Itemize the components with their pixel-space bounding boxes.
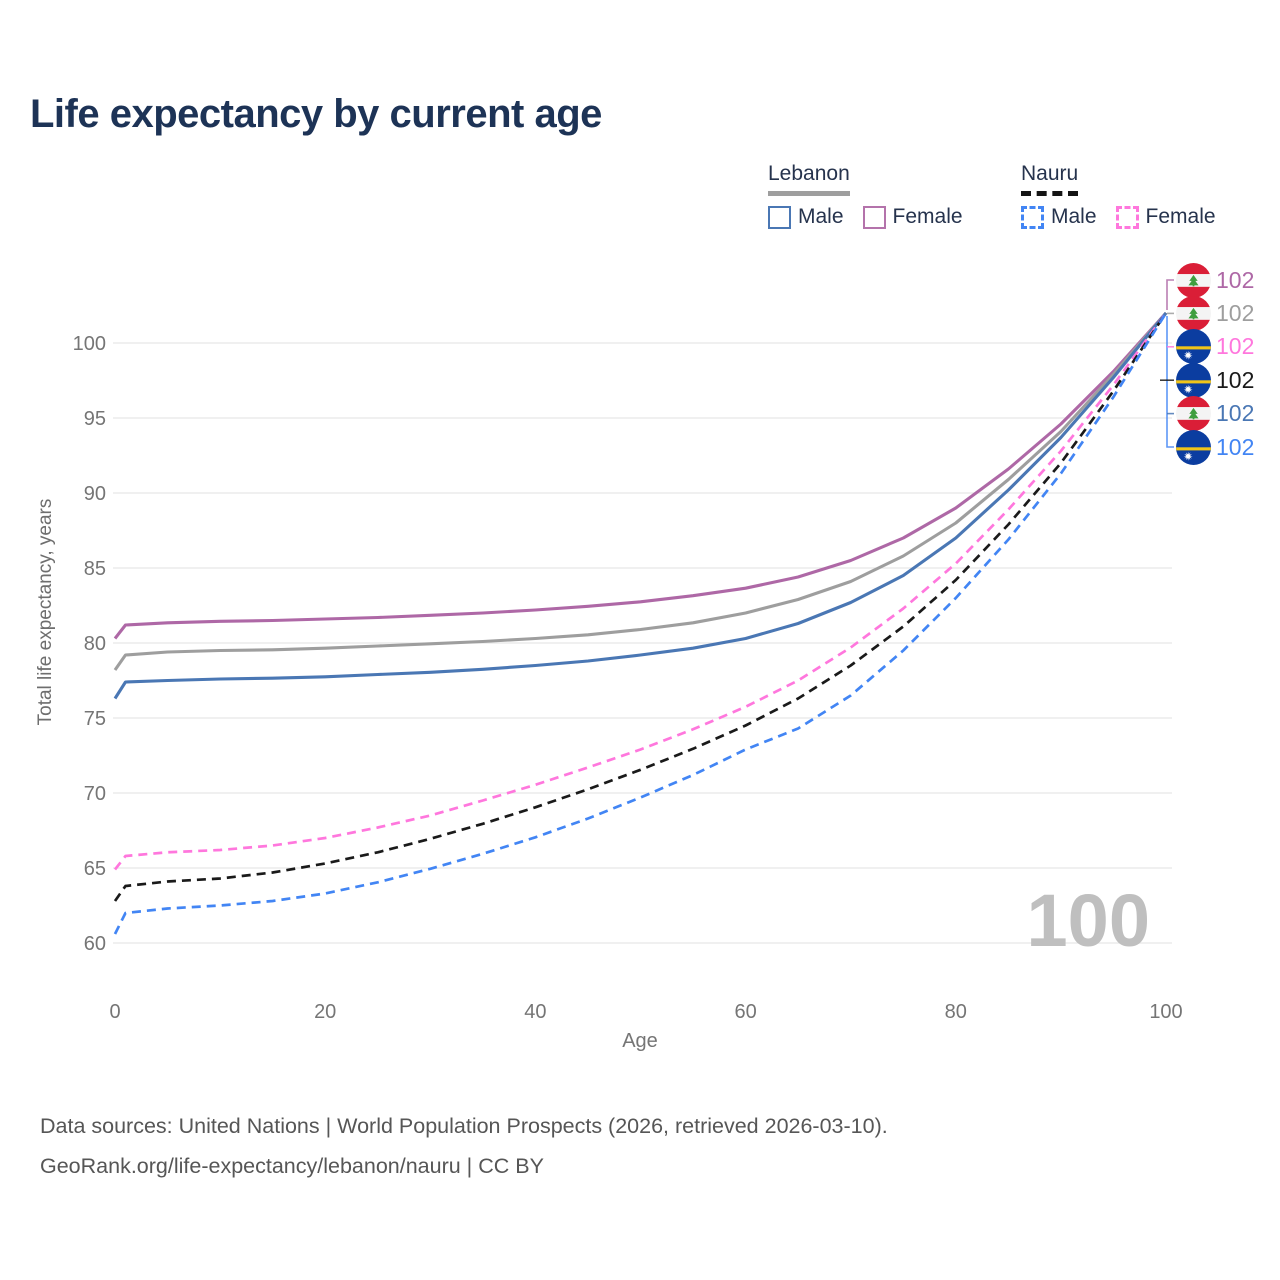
end-label-row-nauru-female: 102 [1176,329,1255,365]
legend-label-nauru-female[interactable]: Female [1145,205,1216,228]
y-tick-label-100: 100 [73,333,106,355]
x-tick-label-40: 40 [524,1001,546,1023]
g [1176,262,1211,298]
rect [1176,262,1211,274]
nauru-star [1183,384,1193,394]
page-title: Life expectancy by current age [30,92,602,136]
x-tick-label-60: 60 [734,1001,756,1023]
end-label-value: 102 [1216,299,1255,326]
x-tick-label-100: 100 [1149,1001,1182,1023]
cedar-tree [1188,307,1199,319]
end-label-value: 102 [1216,366,1255,393]
legend-item-lebanon-male[interactable]: Male [768,205,844,229]
end-label-row-lebanon-male: 102 [1176,396,1255,432]
x-axis-title: Age [622,1030,658,1052]
legend-label-nauru-male[interactable]: Male [1051,205,1097,228]
flag-icon-lebanon [1176,396,1211,432]
end-label-value: 102 [1216,266,1255,293]
g [1176,362,1211,398]
end-label-connector-2 [1166,316,1174,448]
flag-icon-nauru [1176,329,1211,365]
cedar-tree [1188,274,1199,285]
rect [1192,417,1195,420]
end-label-row-nauru-both-sexes: 102 [1176,362,1255,398]
x-tick-label-80: 80 [945,1001,967,1023]
legend-swatch-lebanon-female[interactable] [862,205,886,229]
legend-item-lebanon-female[interactable]: Female [862,205,963,229]
rect [1176,379,1211,384]
legend-swatch-nauru-male[interactable] [1021,205,1044,229]
legend-country-lebanon[interactable]: Lebanon [768,162,850,196]
end-label-value: 102 [1216,400,1255,427]
end-label-value: 102 [1216,333,1255,360]
legend-item-nauru-male[interactable]: Male [1021,205,1097,229]
rect [1176,286,1211,298]
y-tick-label-65: 65 [84,858,106,880]
curve-lebanon-female [113,311,1168,640]
attribution-line: GeoRank.org/life-expectancy/lebanon/naur… [40,1154,544,1178]
curve-lebanon-male [113,312,1168,700]
flag-icon-lebanon [1176,295,1211,331]
y-tick-label-70: 70 [84,783,106,805]
rect [1192,317,1195,320]
data-sources-line: Data sources: United Nations | World Pop… [40,1114,888,1138]
g [1176,396,1211,432]
curve-nauru-both [113,312,1168,902]
curve-lebanon-both [113,311,1168,671]
y-tick-label-80: 80 [84,633,106,655]
g [1176,329,1211,365]
curve-nauru-male [113,312,1168,935]
rect [1176,295,1211,308]
end-label-row-lebanon-both-sexes: 102 [1176,295,1255,331]
y-tick-label-75: 75 [84,708,106,730]
y-tick-label-60: 60 [84,933,106,955]
nauru-star [1183,451,1193,461]
rect [1176,319,1211,331]
legend-row-nauru: Male Female [1021,205,1216,229]
end-label-connector-0 [1166,279,1174,310]
x-tick-label-20: 20 [314,1001,336,1023]
rect [1176,346,1211,350]
y-tick-label-95: 95 [84,408,106,430]
g [1176,295,1211,331]
y-tick-label-90: 90 [84,483,106,505]
end-label-row-lebanon-female: 102 [1176,262,1255,298]
data-sources-footer: Data sources: United Nations | World Pop… [40,1106,888,1186]
legend-swatch-nauru-female[interactable] [1115,205,1139,229]
legend-swatch-lebanon-male[interactable] [768,205,791,229]
legend-group-lebanon: Lebanon Male Female [768,162,963,229]
curve-nauru-female [113,312,1168,871]
legend-label-lebanon-female[interactable]: Female [892,205,963,228]
flag-icon-lebanon [1176,262,1211,298]
nauru-star [1183,351,1193,361]
legend-country-nauru[interactable]: Nauru [1021,162,1079,196]
rect [1192,283,1195,286]
legend-label-lebanon-male[interactable]: Male [798,205,844,228]
rect [1176,419,1211,432]
y-tick-label-85: 85 [84,558,106,580]
flag-icon-nauru [1176,362,1211,398]
legend-row-lebanon: Male Female [768,205,963,229]
g [1176,429,1211,465]
legend-group-nauru: Nauru Male Female [1021,162,1216,229]
legend-item-nauru-female[interactable]: Female [1115,205,1216,229]
end-label-value: 102 [1216,433,1255,460]
x-tick-label-0: 0 [109,1001,120,1023]
rect [1176,396,1211,408]
cedar-tree [1188,407,1199,419]
end-label-row-nauru-male: 102 [1176,429,1255,465]
flag-icon-nauru [1176,429,1211,465]
rect [1176,446,1211,450]
watermark-age: 100 [1027,879,1150,962]
